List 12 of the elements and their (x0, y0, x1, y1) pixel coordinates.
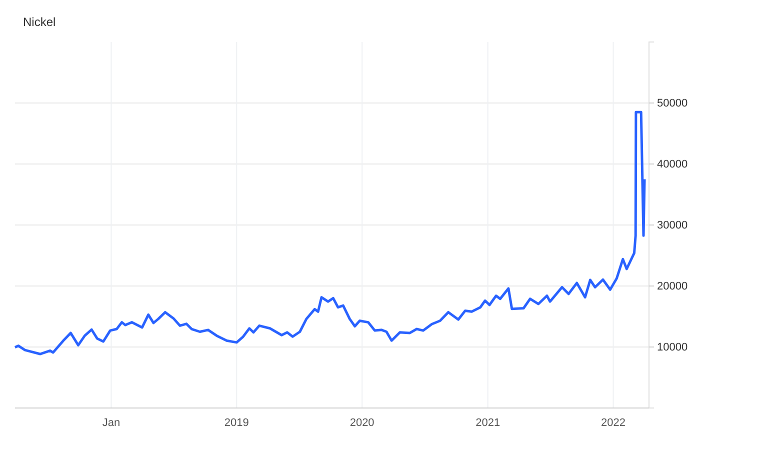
x-tick-label: 2022 (601, 416, 626, 429)
chart-title: Nickel (23, 15, 56, 29)
y-tick-label: 40000 (657, 158, 688, 171)
line-series (14, 110, 646, 356)
y-tick-label: 20000 (657, 280, 688, 293)
x-tick-label: 2019 (224, 416, 249, 429)
y-tick-label: 30000 (657, 220, 688, 232)
x-tick-label: 2021 (476, 416, 500, 429)
y-tick-label: 50000 (657, 98, 688, 110)
y-tick-label: 10000 (657, 342, 688, 354)
x-tick-label: 2020 (350, 416, 374, 429)
x-tick-label: Jan (102, 416, 120, 429)
